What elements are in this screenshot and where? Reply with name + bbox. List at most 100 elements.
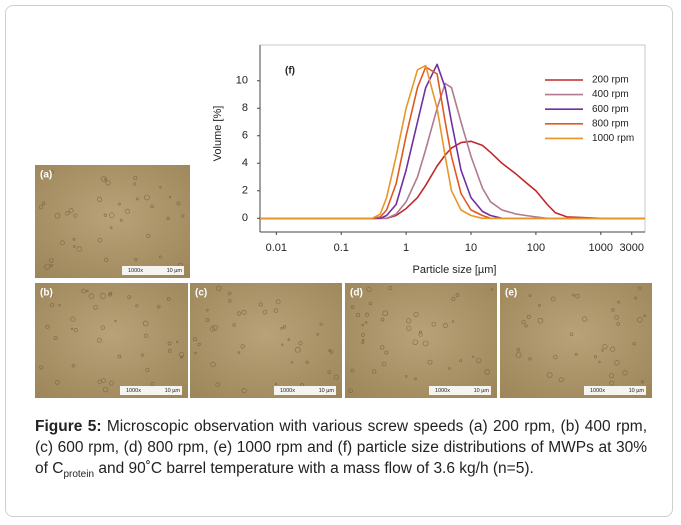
particle [135, 304, 139, 308]
particle [329, 350, 334, 354]
particle [59, 240, 65, 246]
particle [328, 349, 332, 352]
particle [212, 324, 218, 331]
micrograph [345, 283, 497, 398]
particle [538, 304, 541, 307]
y-axis-label: Volume [%] [212, 106, 224, 162]
particle [361, 338, 365, 342]
particle [528, 293, 532, 297]
particle [135, 197, 139, 201]
particle [305, 360, 309, 364]
particle [236, 311, 241, 316]
micrograph [190, 283, 342, 398]
particle [72, 245, 76, 248]
particle [609, 380, 615, 386]
scale-label: 10 µm [629, 388, 645, 394]
y-tick-label: 2 [242, 185, 248, 197]
legend-label: 1000 rpm [592, 133, 634, 144]
y-tick-label: 4 [242, 157, 248, 169]
particle [379, 345, 385, 350]
particle [368, 301, 373, 306]
legend-label: 400 rpm [592, 89, 629, 100]
particle [237, 351, 241, 354]
scale-bar-box [274, 386, 336, 395]
particle [109, 226, 113, 230]
particle [100, 293, 106, 299]
particle [388, 286, 393, 290]
particle [72, 237, 76, 241]
particle [274, 382, 278, 386]
particle [614, 360, 620, 366]
particle [637, 317, 643, 323]
particle [356, 312, 361, 318]
particle [103, 213, 107, 217]
particle [159, 186, 162, 189]
particle [53, 336, 58, 341]
particle [41, 201, 46, 206]
x-tick-label: 1000 [589, 242, 613, 254]
particle [178, 352, 185, 358]
particle [550, 296, 556, 302]
panel-label: (f) [285, 66, 295, 77]
particle [384, 350, 389, 355]
micrograph [35, 165, 190, 278]
particle [298, 341, 303, 346]
particle [316, 333, 319, 336]
particle [240, 344, 245, 349]
particle [593, 355, 597, 359]
x-tick-label: 1 [403, 242, 409, 254]
y-tick-label: 8 [242, 102, 248, 114]
particle [521, 320, 526, 325]
scale-label: 10 µm [474, 388, 490, 394]
particle [104, 178, 107, 181]
particle [70, 316, 76, 322]
particle [280, 343, 284, 346]
particle [361, 323, 364, 327]
particle [194, 351, 197, 355]
particle [427, 359, 433, 365]
particle [275, 299, 281, 305]
particle [258, 302, 263, 307]
particle [273, 308, 279, 313]
particle [490, 288, 493, 291]
particle [633, 296, 638, 300]
particle [455, 293, 460, 297]
particle [168, 196, 172, 199]
series-line [260, 140, 645, 220]
particle [294, 346, 301, 353]
particle [49, 263, 54, 267]
particle [366, 286, 372, 292]
particle [611, 308, 615, 312]
particle [546, 372, 553, 378]
particle [451, 296, 456, 301]
particle [54, 380, 60, 385]
particle [232, 323, 236, 327]
particle [50, 293, 54, 297]
particle [45, 324, 50, 329]
particle [119, 218, 123, 222]
particle [205, 318, 210, 322]
particle [381, 361, 387, 367]
particle [133, 182, 137, 186]
particle [71, 363, 75, 368]
particle [418, 330, 423, 334]
particle [44, 263, 51, 270]
legend-label: 800 rpm [592, 118, 629, 129]
y-tick-label: 10 [236, 75, 248, 87]
particle [93, 304, 98, 310]
particle [97, 337, 102, 343]
particle [638, 286, 642, 290]
panel-label: (b) [40, 288, 53, 299]
particle [114, 319, 117, 323]
particle [241, 309, 247, 315]
particle [144, 194, 150, 201]
particle [216, 285, 222, 291]
particle [528, 357, 532, 361]
particle [140, 353, 145, 357]
panel-label: (e) [505, 288, 517, 299]
particle [58, 304, 61, 307]
particle [39, 365, 44, 370]
y-tick-label: 6 [242, 130, 248, 142]
particle [350, 368, 355, 373]
particle [601, 349, 604, 352]
